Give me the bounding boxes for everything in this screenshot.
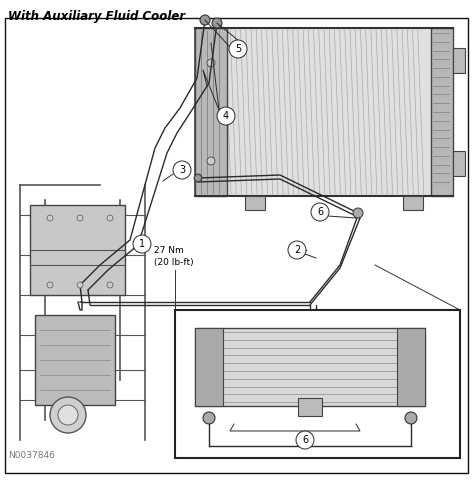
Bar <box>298 398 322 416</box>
Circle shape <box>77 282 83 288</box>
Circle shape <box>133 235 151 253</box>
Circle shape <box>288 241 306 259</box>
Circle shape <box>296 431 314 449</box>
Text: 5: 5 <box>235 44 241 54</box>
Circle shape <box>200 15 210 25</box>
Bar <box>453 151 465 176</box>
Circle shape <box>107 215 113 221</box>
Circle shape <box>212 18 222 28</box>
Circle shape <box>203 412 215 424</box>
Circle shape <box>229 40 247 58</box>
Text: 1: 1 <box>139 239 145 249</box>
Circle shape <box>107 282 113 288</box>
Bar <box>453 48 465 73</box>
Circle shape <box>217 107 235 125</box>
Bar <box>175 310 460 458</box>
Circle shape <box>207 59 215 67</box>
Circle shape <box>353 208 363 218</box>
Text: 27 Nm
(20 lb-ft): 27 Nm (20 lb-ft) <box>154 246 193 267</box>
Text: 6: 6 <box>317 207 323 217</box>
Circle shape <box>405 412 417 424</box>
Bar <box>195 28 453 196</box>
Circle shape <box>194 175 201 181</box>
Bar <box>195 328 425 406</box>
Bar <box>195 328 223 406</box>
Circle shape <box>47 282 53 288</box>
Circle shape <box>311 203 329 221</box>
Bar <box>431 28 453 196</box>
Bar <box>397 328 425 406</box>
Text: With Auxiliary Fluid Cooler: With Auxiliary Fluid Cooler <box>8 10 185 23</box>
Bar <box>403 196 423 210</box>
Circle shape <box>207 157 215 165</box>
Bar <box>245 196 265 210</box>
Circle shape <box>194 174 202 182</box>
Circle shape <box>77 215 83 221</box>
Circle shape <box>173 161 191 179</box>
Circle shape <box>292 247 299 253</box>
Text: 3: 3 <box>179 165 185 175</box>
Bar <box>30 205 125 295</box>
Circle shape <box>50 397 86 433</box>
Bar <box>35 315 115 405</box>
Text: 2: 2 <box>294 245 300 255</box>
Circle shape <box>47 215 53 221</box>
Text: 4: 4 <box>223 111 229 121</box>
Text: 6: 6 <box>302 435 308 445</box>
Circle shape <box>58 405 78 425</box>
Text: N0037846: N0037846 <box>8 451 55 460</box>
Bar <box>195 28 227 196</box>
